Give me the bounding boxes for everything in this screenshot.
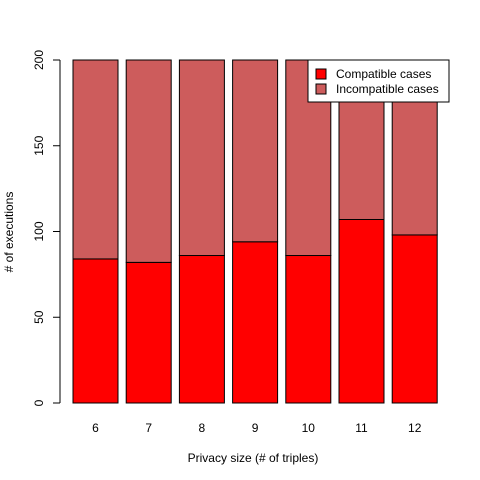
- bar-incompatible-8: [178, 59, 225, 257]
- legend-swatch: [315, 83, 327, 95]
- y-tick-label: 200: [32, 50, 46, 70]
- x-tick-label: 9: [252, 421, 259, 435]
- x-tick-label: 6: [92, 421, 99, 435]
- x-axis-tick-labels: 6 7 8 9 10 11 12: [92, 421, 422, 435]
- bar-incompatible-7: [125, 59, 172, 263]
- x-tick-label: 12: [408, 421, 422, 435]
- y-tick-label: 100: [32, 221, 46, 241]
- bar-incompatible-6: [72, 59, 119, 260]
- bar-incompatible-9: [232, 59, 279, 243]
- x-tick-label: 8: [199, 421, 206, 435]
- y-tick-label: 0: [32, 399, 46, 406]
- legend-label: Incompatible cases: [336, 82, 439, 96]
- x-tick-label: 10: [302, 421, 316, 435]
- y-tick-label: 50: [32, 310, 46, 324]
- bar-compatible-10: [285, 255, 332, 404]
- bar-compatible-8: [178, 255, 225, 404]
- bar-compatible-11: [338, 218, 385, 404]
- x-tick-label: 7: [145, 421, 152, 435]
- y-axis-label: # of executions: [2, 192, 16, 273]
- x-axis-label: Privacy size (# of triples): [188, 451, 319, 465]
- bars-group: [72, 59, 438, 404]
- bar-compatible-12: [391, 234, 438, 404]
- bar-compatible-7: [125, 261, 172, 404]
- y-axis: 0 50 100 150 200: [32, 50, 61, 406]
- bar-compatible-9: [232, 241, 279, 404]
- bar-compatible-6: [72, 258, 119, 404]
- legend-box: [307, 59, 450, 103]
- legend-label: Compatible cases: [336, 67, 431, 81]
- y-tick-label: 150: [32, 135, 46, 155]
- legend-swatch: [315, 68, 327, 80]
- x-tick-label: 11: [355, 421, 368, 435]
